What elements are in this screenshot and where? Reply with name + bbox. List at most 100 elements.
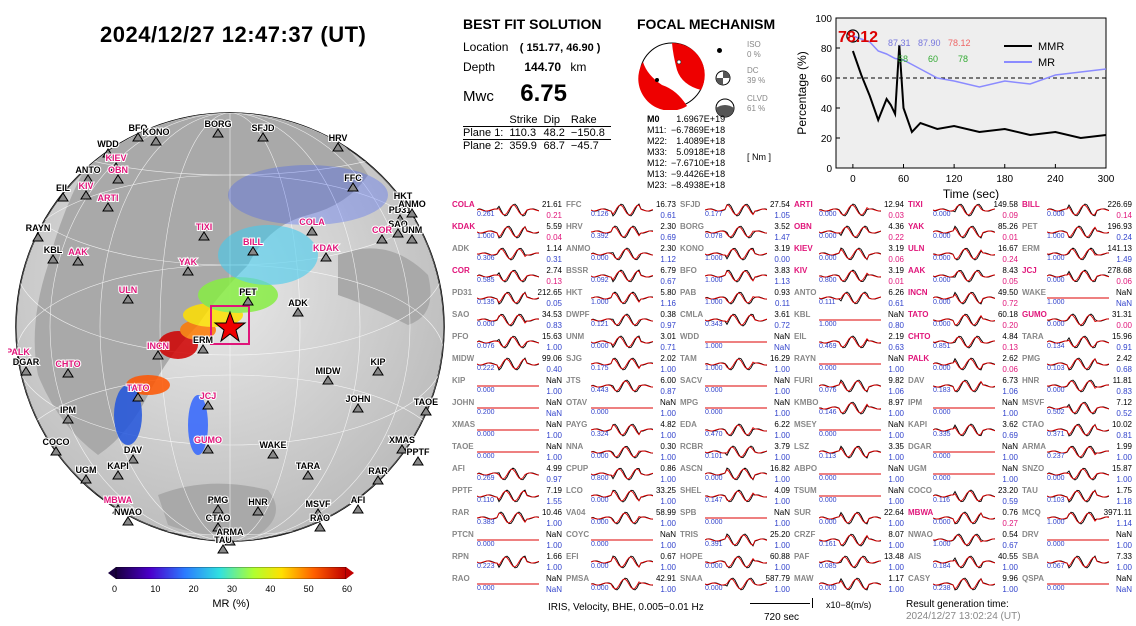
trace-station-name: PPTF <box>452 486 473 495</box>
waveform-plot <box>819 225 881 239</box>
trace-ratio: 0.72 <box>774 321 790 330</box>
synthetic-trace <box>1047 490 1109 502</box>
trace-variance: 0.000 <box>591 497 609 504</box>
waveform-plot <box>591 335 653 349</box>
synthetic-trace <box>705 226 767 238</box>
station-marker: RAR <box>367 465 389 485</box>
station-triangle-icon <box>62 414 74 424</box>
trace-station-name: PET <box>1022 222 1038 231</box>
amp-scale-bar <box>812 598 819 608</box>
trace-cell: MPG NaN 0.000 1.00 <box>680 398 790 419</box>
trace-amplitude: 22.64 <box>883 508 904 517</box>
trace-cell: RCBR 3.79 0.101 1.00 <box>680 442 790 463</box>
trace-ratio: 0.09 <box>1002 211 1018 220</box>
station-triangle-icon <box>406 234 418 244</box>
synthetic-trace <box>591 468 653 480</box>
trace-cell: MCQ 3971.11 1.000 1.14 <box>1022 508 1132 529</box>
station-label: AFI <box>351 495 366 505</box>
trace-variance: 0.183 <box>933 387 951 394</box>
trace-cell: PAB 0.93 1.000 0.11 <box>680 288 790 309</box>
moment-value: 1.4089E+18 <box>676 136 726 146</box>
station-marker: PD31 <box>388 204 412 224</box>
trace-station-name: HKT <box>566 288 583 297</box>
synthetic-trace <box>1047 226 1109 238</box>
trace-amplitude: 3.79 <box>774 442 790 451</box>
station-marker: MBWA <box>103 494 134 514</box>
waveform-plot <box>705 517 767 519</box>
station-marker: UGM <box>75 464 98 484</box>
trace-station-name: CRZF <box>794 530 816 539</box>
synthetic-trace <box>591 490 653 502</box>
trace-cell: TAOE NaN 0.000 1.00 <box>452 442 562 463</box>
trace-amplitude: 4.36 <box>888 222 904 231</box>
trace-cell: PALK 2.62 0.000 0.06 <box>908 354 1018 375</box>
trace-variance: 0.000 <box>705 409 723 416</box>
station-marker: MSVF <box>304 498 332 518</box>
trace-ratio: 1.00 <box>1116 475 1132 484</box>
waveform-plot <box>477 539 539 541</box>
x-tick-label: 0 <box>850 174 856 185</box>
trace-amplitude: 12.94 <box>883 200 904 209</box>
trace-cell: ASCN 16.82 0.000 1.00 <box>680 464 790 485</box>
mr-colorbar: 0 10 20 30 40 50 60 MR (%) <box>108 566 354 610</box>
station-marker: KONO <box>142 126 171 146</box>
trace-ratio: 0.04 <box>546 233 562 242</box>
moment-value: −6.7869E+18 <box>671 125 726 135</box>
waveform-plot <box>819 473 881 475</box>
trace-variance: 0.851 <box>933 343 951 350</box>
trace-station-name: OTAV <box>566 398 588 407</box>
station-label: KIV <box>78 181 93 191</box>
trace-cell: JTS 6.00 0.443 0.87 <box>566 376 676 397</box>
trace-ratio: 1.00 <box>1116 541 1132 550</box>
station-triangle-icon <box>197 344 209 354</box>
station-marker: INCN <box>146 340 170 360</box>
trace-station-name: PAB <box>680 288 697 297</box>
waveform-plot <box>477 489 539 503</box>
trace-cell: XMAS NaN 0.000 1.00 <box>452 420 562 441</box>
waveform-plot <box>591 379 653 393</box>
moment-value: −8.4938E+18 <box>671 180 726 190</box>
trace-amplitude: NaN <box>545 574 562 583</box>
trace-amplitude: 58.99 <box>655 508 676 517</box>
trace-station-name: DGAR <box>908 442 932 451</box>
waveform-plot <box>477 451 539 453</box>
trace-station-name: FURI <box>794 376 813 385</box>
waveform-plot <box>477 203 539 217</box>
trace-station-name: CHTO <box>908 332 931 341</box>
trace-ratio: 1.12 <box>660 255 676 264</box>
synthetic-trace <box>591 204 653 216</box>
trace-cell: ABPO NaN 0.000 1.00 <box>794 464 904 485</box>
trace-amplitude: 31.31 <box>1111 310 1132 319</box>
trace-variance: 0.000 <box>591 255 609 262</box>
trace-amplitude: NaN <box>1001 398 1018 407</box>
trace-variance: 0.076 <box>819 387 837 394</box>
trace-station-name: TATO <box>908 310 929 319</box>
synthetic-trace <box>933 380 995 392</box>
station-marker: COLA <box>298 216 326 236</box>
synthetic-trace <box>933 424 995 436</box>
trace-ratio: 1.00 <box>774 541 790 550</box>
station-triangle-icon <box>406 208 418 218</box>
waveform-plot <box>705 577 767 591</box>
trace-variance: 1.000 <box>477 233 495 240</box>
station-triangle-icon <box>212 128 224 138</box>
synthetic-trace <box>705 446 767 458</box>
station-triangle-icon <box>112 504 124 514</box>
trace-ratio: 1.00 <box>660 519 676 528</box>
trace-ratio: 1.00 <box>774 431 790 440</box>
trace-cell: RPN 1.66 0.223 1.00 <box>452 552 562 573</box>
trace-cell: JCJ 278.68 0.000 0.06 <box>1022 266 1132 287</box>
moment-value: −9.4426E+18 <box>671 169 726 179</box>
waveform-plot <box>705 533 767 547</box>
trace-ratio: 0.69 <box>1002 431 1018 440</box>
globe-map: BORG SFJD BFO KONO HRV WDD KIEV OBN ANTO EIL KIV AR… <box>5 95 448 555</box>
moment-key: M12: <box>647 158 668 168</box>
colorbar-tick: 50 <box>303 584 314 594</box>
station-label: PMG <box>208 495 229 505</box>
waveform-plot <box>933 291 995 305</box>
trace-variance: 0.000 <box>819 475 837 482</box>
trace-variance: 0.000 <box>933 277 951 284</box>
y-tick-label: 60 <box>821 74 833 85</box>
trace-station-name: SBA <box>1022 552 1039 561</box>
legend-label-mr: MR <box>1038 57 1055 69</box>
